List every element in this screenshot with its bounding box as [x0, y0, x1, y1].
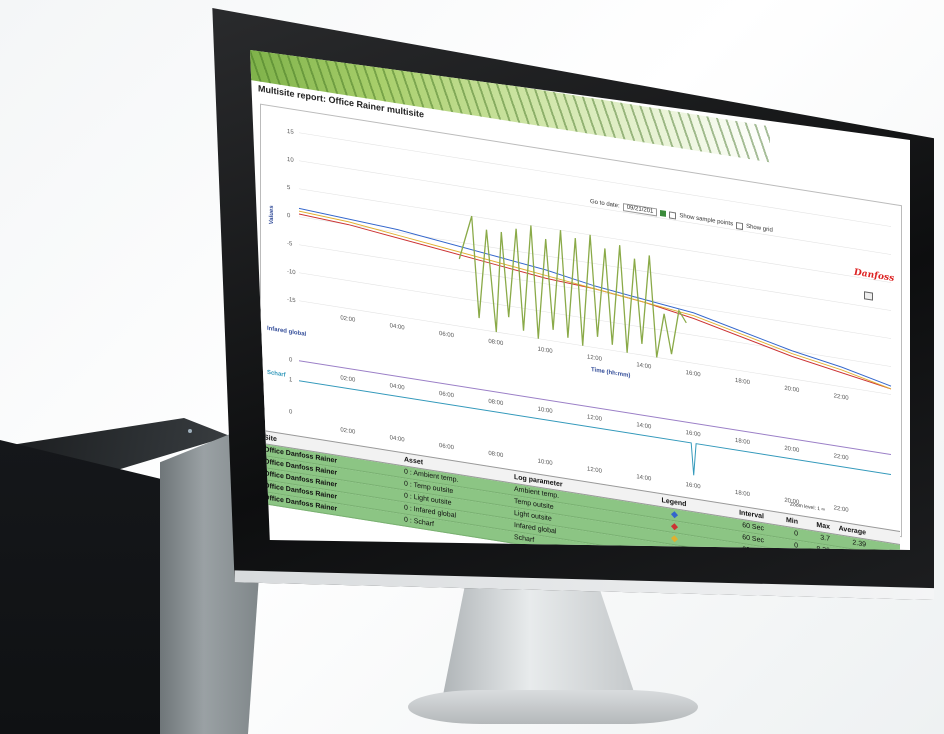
y-axis-label: Values — [269, 204, 275, 225]
legend-diamond-icon — [670, 535, 678, 543]
series-line — [299, 360, 891, 456]
x-tick-label: 14:00 — [636, 362, 652, 370]
y-tick-label: 0 — [289, 409, 293, 416]
grid-line — [299, 160, 891, 255]
x-tick-label: 14:00 — [636, 474, 652, 482]
y-tick-label: 5 — [287, 185, 291, 192]
x-tick-label: 14:00 — [636, 422, 652, 430]
grid-line — [299, 272, 891, 367]
x-tick-label: 10:00 — [538, 459, 554, 467]
monitor-stand-base — [408, 690, 698, 724]
chart-svg: 151050-5-10-1502:0004:0006:0008:0010:001… — [267, 129, 892, 514]
header-min: Min — [785, 516, 798, 526]
x-tick-label: 12:00 — [587, 466, 603, 474]
y-tick-label: 0 — [289, 357, 293, 364]
x-tick-label: 02:00 — [340, 427, 356, 435]
report-page: Multisite report: Office Rainer multisit… — [250, 50, 910, 550]
x-tick-label: 08:00 — [488, 451, 504, 459]
x-tick-label: 20:00 — [784, 386, 800, 394]
x-tick-label: 04:00 — [390, 435, 406, 443]
pc-tower-front — [0, 440, 170, 734]
x-tick-label: 20:00 — [784, 498, 800, 506]
grid-line — [299, 216, 891, 311]
grid-line — [299, 300, 891, 395]
power-led-icon — [188, 429, 192, 433]
legend-diamond-icon — [670, 511, 678, 519]
legend-diamond-icon — [670, 523, 678, 531]
x-tick-label: 16:00 — [686, 482, 702, 490]
series-line — [458, 215, 687, 358]
x-tick-label: 18:00 — [735, 438, 751, 446]
x-tick-label: 18:00 — [735, 378, 751, 386]
x-tick-label: 02:00 — [340, 375, 356, 383]
x-tick-label: 06:00 — [439, 391, 455, 399]
x-tick-label: 06:00 — [439, 443, 455, 451]
date-picker-button[interactable] — [660, 209, 667, 217]
y-tick-label: 10 — [287, 157, 294, 164]
show-grid-checkbox[interactable] — [736, 221, 744, 230]
grid-line — [299, 188, 891, 283]
series-line — [299, 380, 891, 476]
y-tick-label: -5 — [287, 241, 293, 248]
x-tick-label: 04:00 — [390, 383, 406, 391]
header-max: Max — [816, 521, 830, 531]
series-line — [298, 210, 892, 390]
x-tick-label: 22:00 — [834, 393, 850, 401]
grid-line — [299, 244, 891, 339]
subchart-title: Infared global — [267, 326, 307, 338]
x-tick-label: 10:00 — [538, 407, 554, 415]
y-tick-label: 1 — [289, 377, 293, 384]
x-tick-label: 02:00 — [340, 315, 356, 323]
y-tick-label: -15 — [287, 297, 296, 304]
x-tick-label: 12:00 — [587, 354, 603, 362]
x-tick-label: 16:00 — [686, 430, 702, 438]
x-tick-label: 22:00 — [834, 453, 850, 461]
x-tick-label: 20:00 — [784, 446, 800, 454]
series-line — [298, 207, 892, 387]
x-tick-label: 04:00 — [390, 323, 406, 331]
y-tick-label: -10 — [287, 269, 296, 276]
x-axis-label: Time (hh:mm) — [591, 367, 630, 379]
chart-area: 15 10 5 0 -5 -10 -15 02:00 04:00 06:00 08:00 10:00 1… — [260, 103, 902, 538]
x-tick-label: 22:00 — [834, 505, 850, 513]
x-tick-label: 06:00 — [439, 331, 455, 339]
x-tick-label: 12:00 — [587, 414, 603, 422]
y-tick-label: 0 — [287, 213, 291, 220]
x-tick-label: 08:00 — [488, 399, 504, 407]
y-tick-label: 15 — [287, 129, 294, 136]
x-tick-label: 16:00 — [686, 370, 702, 378]
print-icon[interactable] — [864, 291, 873, 301]
show-sample-points-checkbox[interactable] — [669, 210, 677, 220]
subchart-title: Scharf — [267, 370, 287, 379]
x-tick-label: 18:00 — [735, 490, 751, 498]
x-tick-label: 10:00 — [538, 347, 554, 355]
grid-line — [299, 132, 891, 227]
x-tick-label: 08:00 — [488, 339, 504, 347]
monitor-screen: Multisite report: Office Rainer multisit… — [250, 50, 910, 550]
